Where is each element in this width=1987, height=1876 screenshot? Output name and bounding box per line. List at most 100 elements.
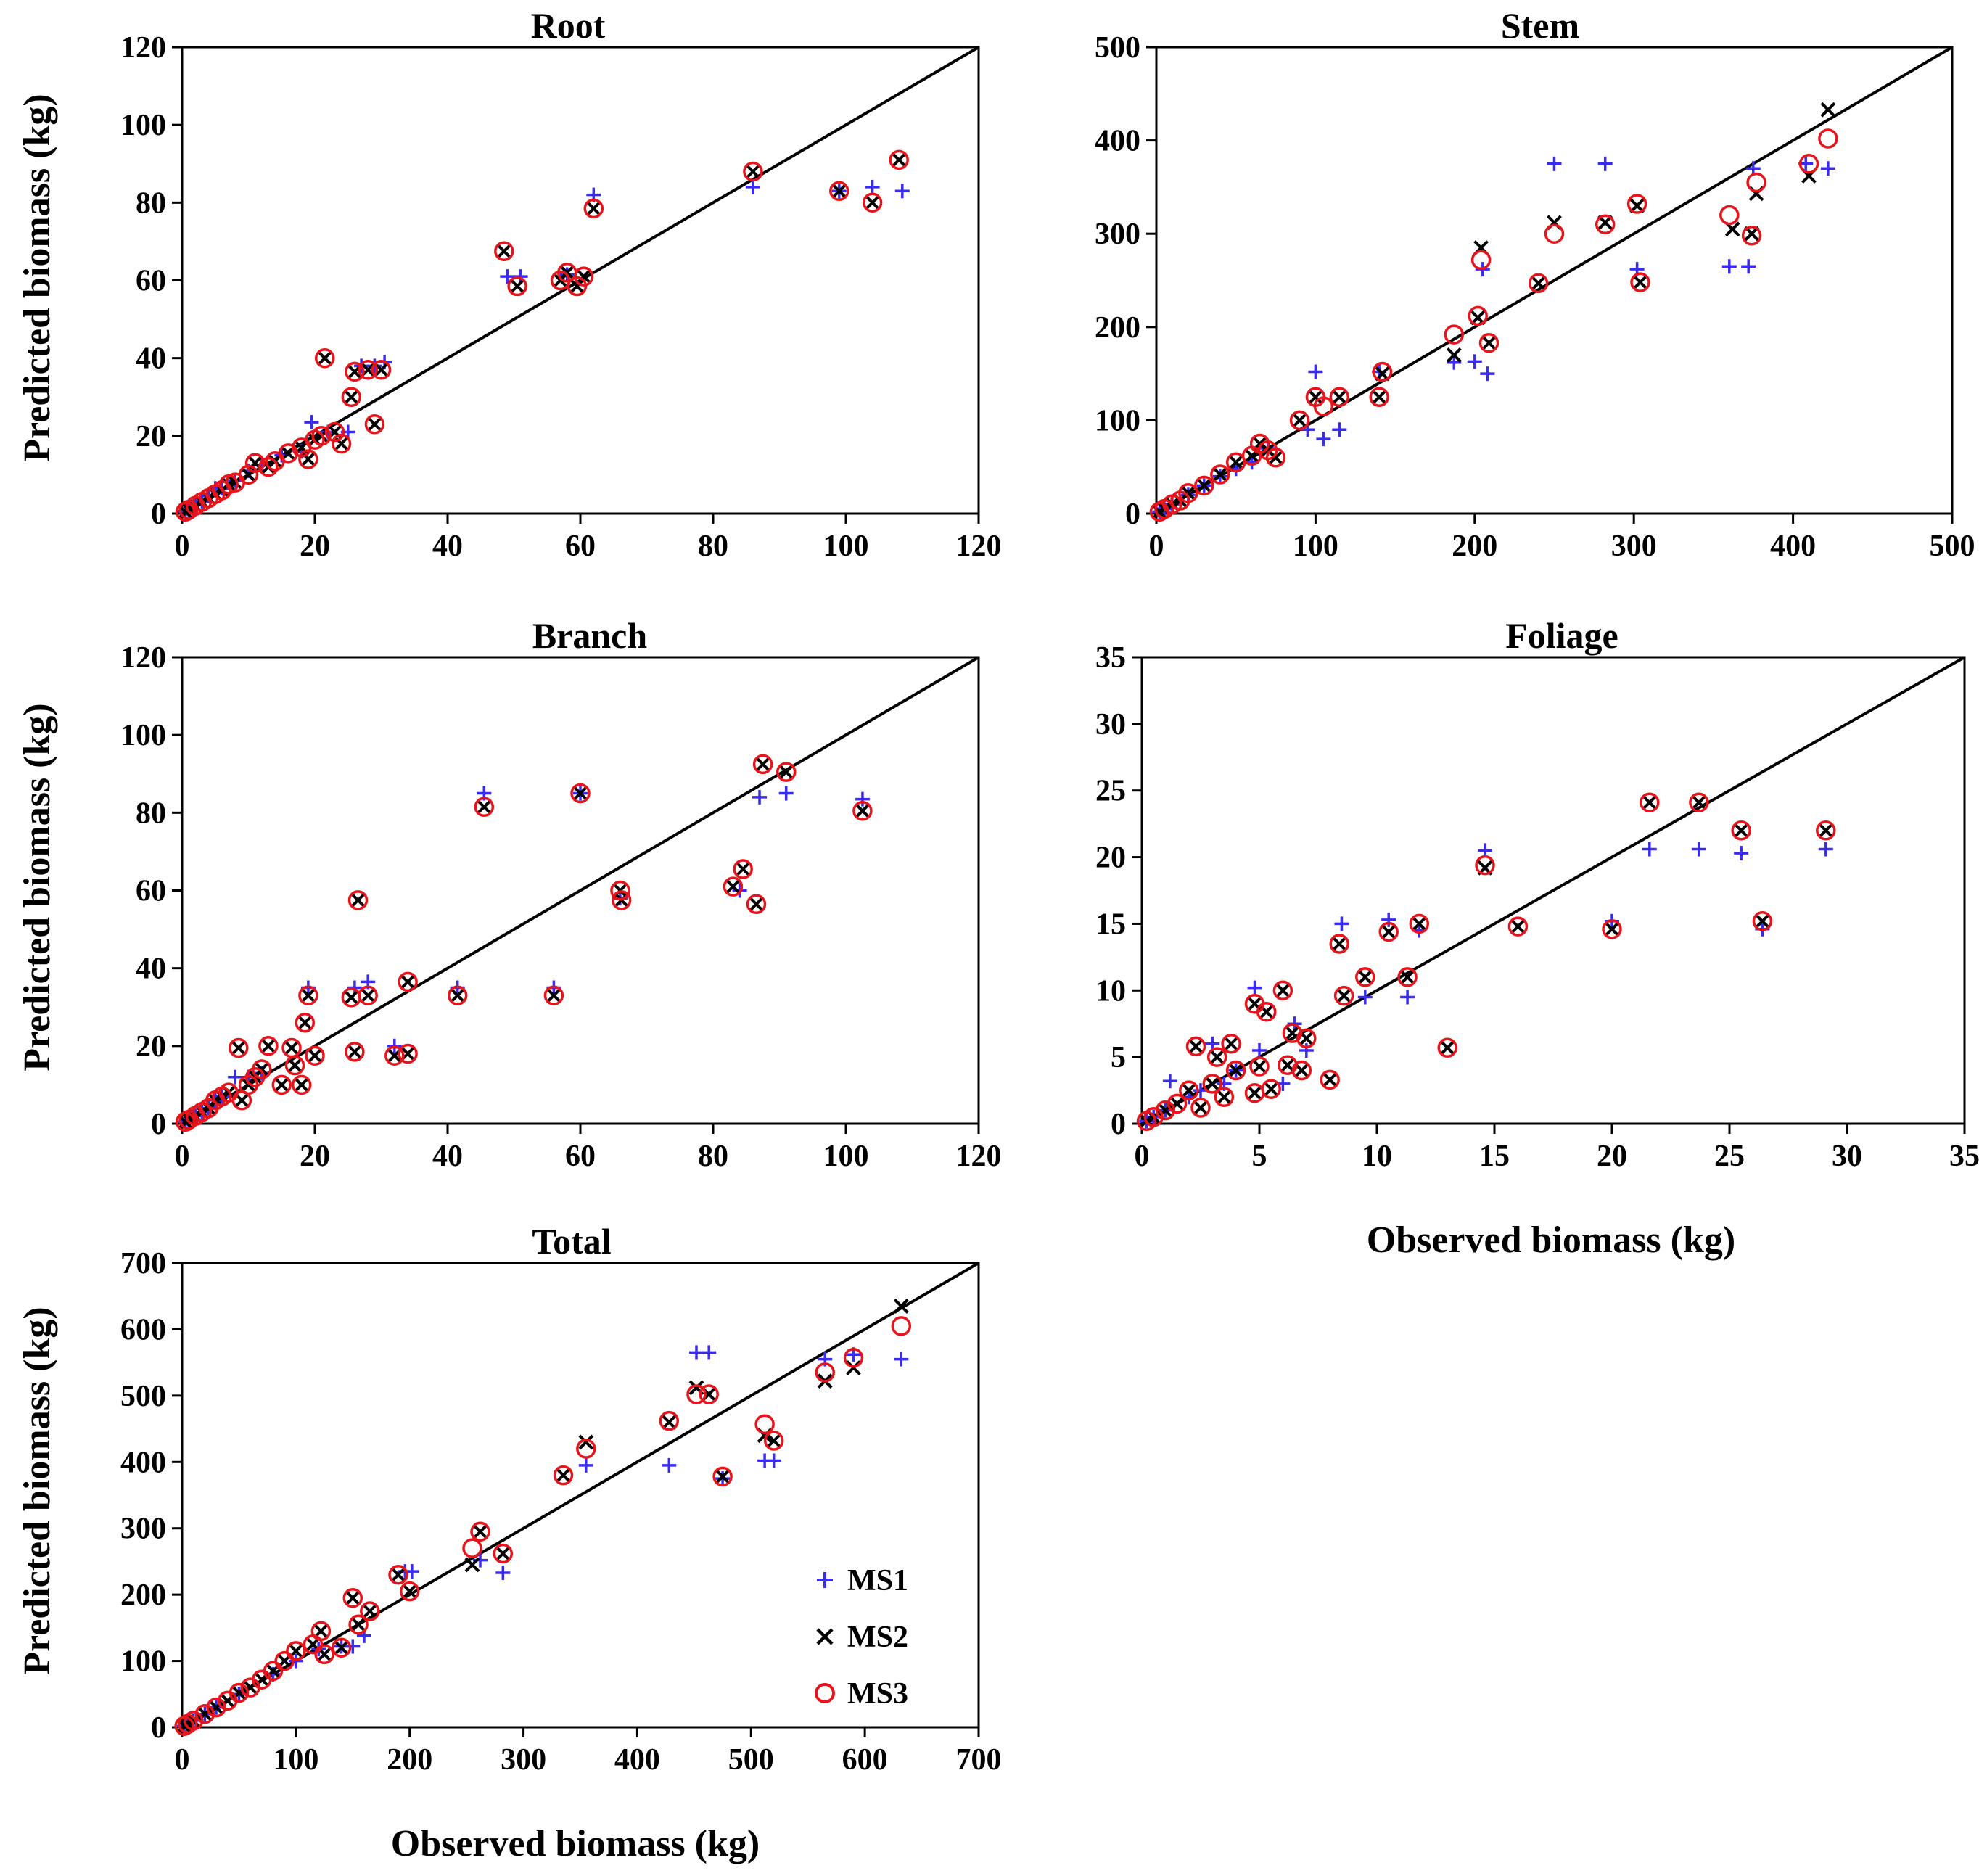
branch-ms2-point xyxy=(307,1048,323,1064)
branch-ms3-point xyxy=(284,1055,305,1076)
branch-ms3-point xyxy=(291,1074,312,1095)
root-x-tick-label: 20 xyxy=(300,530,330,563)
foliage-ms2-point xyxy=(1228,1063,1244,1078)
total-ms3-point xyxy=(712,1466,733,1487)
total-panel: Total Predicted biomass (kg) Observed bi… xyxy=(17,1221,1002,1864)
root-ms3-point xyxy=(573,266,594,287)
root-x-tick-label: 0 xyxy=(175,530,190,563)
stem-ms3-point xyxy=(1444,324,1465,345)
root-ms2-point xyxy=(559,265,575,281)
root-ms2-point xyxy=(317,350,333,366)
root-y-tick-label: 20 xyxy=(136,420,166,453)
foliage-ms1-point xyxy=(1252,1043,1267,1058)
stem-ms3-point xyxy=(1626,194,1647,214)
stem-ms2-point xyxy=(1196,477,1212,493)
stem-ms3-point xyxy=(1468,305,1488,326)
stem-x-tick-label: 100 xyxy=(1293,530,1338,563)
branch-ms2-point xyxy=(231,1040,247,1056)
total-ms3-point xyxy=(576,1439,596,1459)
branch-panel: Branch Predicted biomass (kg) 0 20 40 60 80 1… xyxy=(17,615,1002,1173)
stem-ms2-point xyxy=(1228,454,1244,470)
root-ms2-point xyxy=(509,279,525,294)
total-ms2-point xyxy=(495,1546,511,1561)
root-ms3-point xyxy=(507,276,527,297)
root-x-tick-label: 60 xyxy=(565,530,596,563)
foliage-one-to-one-line xyxy=(1141,656,1965,1125)
stem-ms3-point xyxy=(1178,482,1198,503)
stem-y-tick-label: 200 xyxy=(1095,311,1140,345)
foliage-ms2-point xyxy=(1691,794,1707,810)
foliage-ms3-point xyxy=(1143,1107,1164,1127)
foliage-ms3-point xyxy=(1437,1037,1457,1058)
total-ms3-point xyxy=(263,1661,284,1682)
branch-y-tick-label: 80 xyxy=(136,797,166,830)
root-ms3-point xyxy=(358,359,378,380)
branch-ms3-point xyxy=(776,762,797,782)
stem-ms2-point xyxy=(1446,347,1462,363)
total-ylabel: Predicted biomass (kg) xyxy=(17,1307,58,1674)
total-ms3-point xyxy=(659,1410,680,1431)
foliage-y-tick-label: 30 xyxy=(1095,708,1126,741)
total-ms3-point xyxy=(310,1621,332,1642)
foliage-x-tick-label: 10 xyxy=(1362,1140,1392,1173)
branch-ms1-point xyxy=(228,1069,243,1085)
branch-ms2-point xyxy=(350,892,366,908)
total-ms3-point xyxy=(388,1564,408,1585)
total-ms2-point xyxy=(893,1298,909,1314)
stem-y-tick-label: 400 xyxy=(1095,125,1140,158)
foliage-ms3-point xyxy=(1816,820,1836,841)
branch-x-tick-label: 0 xyxy=(175,1140,190,1173)
total-x-tick-label: 100 xyxy=(273,1743,318,1777)
foliage-ms3-point xyxy=(1355,967,1375,987)
root-ms3-point xyxy=(583,198,604,219)
foliage-ms3-point xyxy=(1272,980,1293,1001)
total-ms1-point xyxy=(662,1457,677,1473)
total-ms1-point xyxy=(702,1345,717,1360)
total-ms3-point xyxy=(891,1316,912,1336)
root-ms3-point xyxy=(244,453,266,474)
stem-ms2-point xyxy=(1632,274,1648,290)
total-ms3-point xyxy=(274,1650,295,1671)
total-ms2-point xyxy=(766,1433,782,1449)
foliage-ms2-point xyxy=(1642,794,1658,810)
branch-ms3-point xyxy=(398,1043,418,1064)
foliage-ms3-point xyxy=(1296,1028,1317,1049)
branch-ms2-point xyxy=(343,990,359,1005)
foliage-ms1-point xyxy=(1381,912,1396,927)
foliage-ms2-point xyxy=(1322,1071,1338,1087)
total-ms3-point xyxy=(194,1703,215,1724)
stem-x-tick-label: 400 xyxy=(1770,530,1816,563)
branch-ticks: 0 20 40 60 80 100 120 0 20 40 60 80 100 120 xyxy=(120,641,1002,1173)
branch-ms3-point xyxy=(723,876,744,897)
total-y-tick-label: 200 xyxy=(120,1579,166,1612)
foliage-ms3-point xyxy=(1261,1079,1281,1099)
stem-ms2-point xyxy=(1371,389,1387,405)
branch-ms3-point xyxy=(384,1045,405,1066)
root-ms3-point xyxy=(743,161,763,182)
root-ms3-point xyxy=(311,426,332,446)
total-ms2-point xyxy=(345,1590,361,1606)
total-ms1-point xyxy=(495,1566,511,1580)
root-x-tick-label: 120 xyxy=(956,530,1002,563)
stem-ms3-point xyxy=(1313,396,1334,416)
foliage-ms3-point xyxy=(1256,1001,1277,1022)
foliage-ms3-point xyxy=(1329,934,1349,954)
total-ms3-point xyxy=(399,1581,420,1602)
root-ylabel: Predicted biomass (kg) xyxy=(17,94,58,461)
total-ms3-point xyxy=(331,1637,352,1658)
stem-ms1-point xyxy=(1447,355,1462,370)
branch-x-tick-label: 40 xyxy=(432,1140,463,1173)
root-ms3-point xyxy=(331,433,352,454)
branch-ms2-point xyxy=(450,987,466,1003)
branch-ms3-point xyxy=(229,1037,249,1058)
total-points xyxy=(174,1262,980,1736)
branch-ms3-point xyxy=(398,971,418,992)
branch-y-tick-label: 120 xyxy=(120,641,166,675)
foliage-x-tick-label: 5 xyxy=(1252,1140,1267,1173)
total-ms3-point xyxy=(686,1384,707,1404)
stem-ms3-point xyxy=(1289,410,1310,431)
foliage-ms2-point xyxy=(1604,921,1620,937)
stem-x-tick-label: 200 xyxy=(1452,530,1497,563)
foliage-ms3-point xyxy=(1291,1060,1312,1081)
foliage-ms2-point xyxy=(1510,918,1526,934)
